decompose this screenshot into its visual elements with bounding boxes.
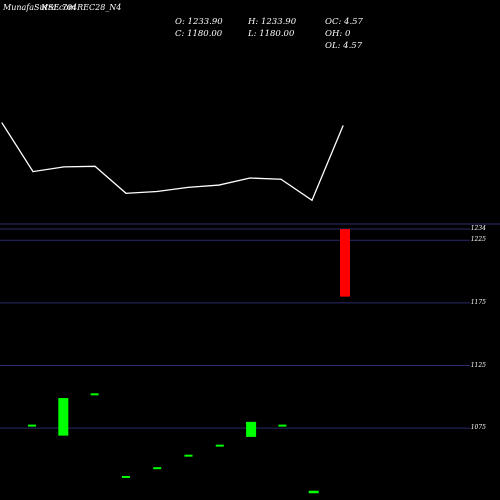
candle-body (153, 467, 162, 470)
candle-body (215, 444, 224, 447)
price-gridlines (0, 223, 500, 429)
candle-body (308, 490, 319, 494)
watermark: MunafaSutra.com NSE 704REC28_N4 (3, 3, 121, 12)
upper-price-line (1, 122, 344, 202)
candlestick-series (28, 229, 350, 494)
upper-line-point (125, 192, 127, 194)
upper-line-point (187, 186, 189, 189)
upper-line-point (156, 190, 158, 193)
ohlc-stats-right: OC: 4.57 OH: 0 OL: 4.57 (325, 16, 363, 52)
y-tick-label: 1225 (470, 236, 486, 244)
y-tick-label: 1234 (470, 225, 486, 232)
ol-value: OL: 4.57 (325, 41, 363, 51)
upper-line-point (32, 170, 34, 173)
upper-line-point (249, 177, 251, 179)
upper-line-point (1, 122, 3, 124)
upper-line-point (94, 165, 96, 167)
y-tick-label: 1175 (470, 298, 486, 306)
candle-body (58, 398, 69, 436)
candle-body (278, 424, 287, 427)
ohlc-stats-left: O: 1233.90 C: 1180.00 (175, 16, 223, 40)
upper-line-point (280, 178, 282, 180)
high-value: H: 1233.90 (248, 17, 297, 27)
close-value: C: 1180.00 (175, 29, 223, 39)
upper-line-point (63, 166, 65, 168)
candle-body (340, 229, 350, 297)
candle-body (184, 454, 193, 457)
y-tick-label: 1125 (470, 361, 486, 369)
upper-line-panel (1, 122, 344, 202)
candle-body (121, 475, 130, 478)
upper-line-point (218, 184, 220, 186)
ohlc-stats-mid: H: 1233.90 L: 1180.00 (248, 16, 296, 40)
watermark-brand: MunafaSutra.com (3, 3, 76, 12)
y-tick-label: 1075 (470, 424, 486, 432)
candle-body (246, 421, 257, 437)
candle-body (28, 424, 36, 427)
oc-value: OC: 4.57 (325, 17, 363, 27)
upper-line-point (311, 199, 313, 201)
watermark-symbol: NSE 704REC28_N4 (41, 3, 122, 12)
candle-body (90, 393, 99, 396)
open-value: O: 1233.90 (175, 17, 223, 27)
oh-value: OH: 0 (325, 29, 351, 39)
upper-line-point (342, 125, 344, 127)
low-value: L: 1180.00 (248, 29, 295, 39)
